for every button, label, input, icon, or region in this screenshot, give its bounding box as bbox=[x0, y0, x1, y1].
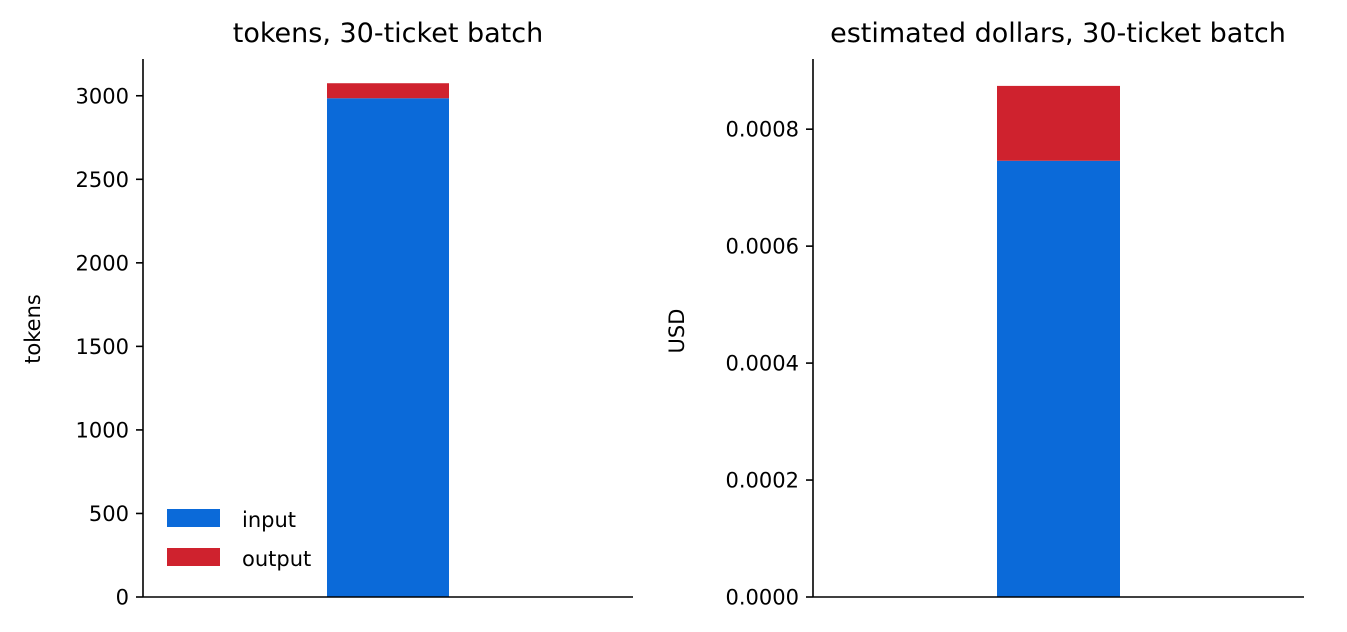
y-axis-label: tokens bbox=[21, 294, 45, 364]
bar-output bbox=[327, 83, 449, 99]
dollars-chart-panel: estimated dollars, 30-ticket batch USD 0… bbox=[665, 18, 1304, 610]
y-tick-label: 3000 bbox=[76, 84, 129, 108]
y-tick-label: 0.0006 bbox=[726, 235, 799, 259]
chart-title: tokens, 30-ticket batch bbox=[233, 18, 543, 49]
chart-title: estimated dollars, 30-ticket batch bbox=[830, 18, 1286, 49]
legend-label-output: output bbox=[242, 547, 311, 571]
y-tick-label: 2000 bbox=[76, 251, 129, 275]
y-axis-label: USD bbox=[665, 309, 689, 354]
legend-swatch-output bbox=[167, 548, 220, 566]
tokens-chart-panel: tokens, 30-ticket batch tokens 0 500 1000 1… bbox=[21, 18, 633, 610]
y-tick-label: 1500 bbox=[76, 335, 129, 359]
y-tick-label: 0.0000 bbox=[726, 586, 799, 610]
bar-output bbox=[997, 85, 1120, 161]
y-tick-label: 2500 bbox=[76, 168, 129, 192]
bar-input bbox=[327, 98, 449, 597]
legend: input output bbox=[167, 508, 311, 571]
y-ticks-group: 0.0000 0.0002 0.0004 0.0006 0.0008 bbox=[726, 118, 813, 610]
y-tick-label: 500 bbox=[89, 502, 129, 526]
y-tick-label: 0 bbox=[116, 586, 129, 610]
y-tick-label: 0.0002 bbox=[726, 469, 799, 493]
bar-input bbox=[997, 160, 1120, 597]
y-tick-label: 1000 bbox=[76, 418, 129, 442]
y-tick-label: 0.0004 bbox=[726, 352, 799, 376]
y-ticks-group: 0 500 1000 1500 2000 2500 3000 bbox=[76, 84, 143, 610]
bars-group bbox=[997, 85, 1120, 597]
bars-group bbox=[327, 83, 449, 597]
legend-label-input: input bbox=[242, 508, 296, 532]
legend-swatch-input bbox=[167, 509, 220, 527]
y-tick-label: 0.0008 bbox=[726, 118, 799, 142]
